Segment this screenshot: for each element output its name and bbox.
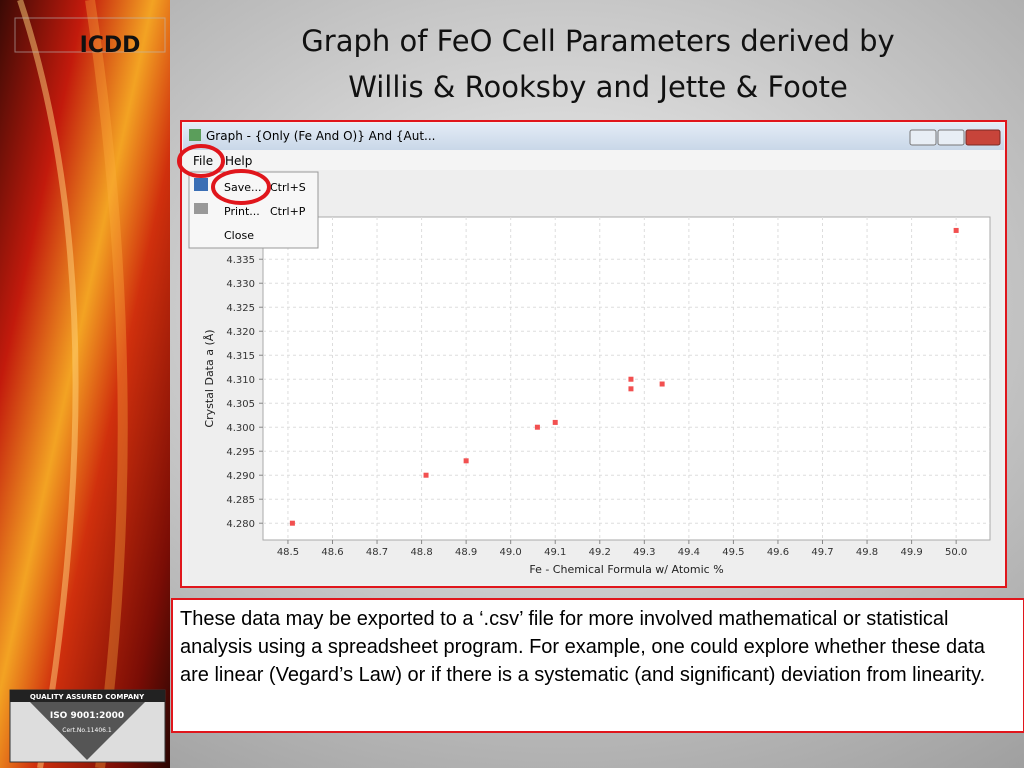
y-tick-label: 4.330 (226, 279, 255, 290)
point (289, 520, 295, 526)
menu-item[interactable]: Print... (224, 205, 260, 218)
x-tick-label: 49.5 (722, 547, 744, 558)
y-axis-label: Crystal Data a (Å) (203, 329, 216, 427)
x-tick-label: 49.0 (500, 547, 522, 558)
file-menu (188, 171, 319, 249)
highlight-circle (211, 169, 271, 205)
x-tick-label: 49.3 (633, 547, 655, 558)
x-tick-label: 48.6 (321, 547, 343, 558)
x-tick-label: 48.8 (410, 547, 432, 558)
point (463, 458, 469, 464)
menu-shortcut: Ctrl+P (270, 205, 306, 218)
window-title: Graph - {Only (Fe And O)} And {Aut... (206, 129, 436, 143)
minimize-button[interactable] (909, 129, 937, 146)
logo-frame (14, 17, 166, 53)
point (628, 386, 634, 392)
y-tick-label: 4.305 (226, 399, 255, 410)
x-tick-label: 50.0 (945, 547, 967, 558)
point (628, 376, 634, 382)
point (534, 424, 540, 430)
window-icon (189, 129, 201, 141)
x-axis-label: Fe - Chemical Formula w/ Atomic % (529, 563, 723, 576)
caption: These data may be exported to a ‘.csv’ f… (171, 598, 1024, 733)
menu-item[interactable]: Close (224, 229, 254, 242)
menu-help[interactable]: Help (225, 154, 252, 168)
print-icon (194, 203, 208, 214)
y-tick-label: 4.325 (226, 303, 255, 314)
x-tick-label: 48.9 (455, 547, 477, 558)
badge-company: QUALITY ASSURED COMPANY (30, 693, 145, 701)
x-tick-label: 49.4 (678, 547, 700, 558)
flame-streak (17, 0, 79, 768)
badge-iso: ISO 9001:2000 (50, 711, 124, 721)
close-button[interactable] (965, 129, 1001, 146)
badge-cert: Cert.No.11406.1 (62, 727, 112, 734)
menu-bar (183, 150, 1004, 170)
y-tick-label: 4.290 (226, 471, 255, 482)
x-tick-label: 48.7 (366, 547, 388, 558)
x-tick-label: 49.6 (767, 547, 789, 558)
y-tick-label: 4.315 (226, 351, 255, 362)
y-tick-label: 4.335 (226, 255, 255, 266)
y-tick-label: 4.280 (226, 519, 255, 530)
menu-shortcut: Ctrl+S (270, 181, 306, 194)
point (423, 472, 429, 478)
badge-triangle (30, 702, 145, 760)
y-tick-label: 4.295 (226, 447, 255, 458)
point (953, 227, 959, 233)
x-tick-label: 48.5 (277, 547, 299, 558)
y-tick-label: 4.285 (226, 495, 255, 506)
flame-streak (85, 0, 128, 768)
x-tick-label: 49.2 (589, 547, 611, 558)
y-tick-label: 4.320 (226, 327, 255, 338)
plot-area (262, 216, 991, 541)
slide-title-line: Willis & Rooksby and Jette & Foote (348, 70, 848, 104)
x-tick-label: 49.7 (811, 547, 833, 558)
x-tick-label: 49.1 (544, 547, 566, 558)
badge-band (10, 690, 165, 702)
title-bar (183, 123, 1004, 150)
y-tick-label: 4.300 (226, 423, 255, 434)
highlight-circle (177, 144, 225, 178)
maximize-button[interactable] (937, 129, 965, 146)
y-tick-label: 4.310 (226, 375, 255, 386)
point (552, 419, 558, 425)
slide-title-line: Graph of FeO Cell Parameters derived by (301, 24, 895, 58)
x-tick-label: 49.8 (856, 547, 878, 558)
logo: ICDD (80, 33, 141, 58)
menu-item[interactable]: Save... (224, 181, 262, 194)
menu-file[interactable]: File (193, 154, 213, 168)
side-banner (0, 0, 170, 768)
save-icon (194, 178, 208, 191)
point (659, 381, 665, 387)
x-tick-label: 49.9 (900, 547, 922, 558)
